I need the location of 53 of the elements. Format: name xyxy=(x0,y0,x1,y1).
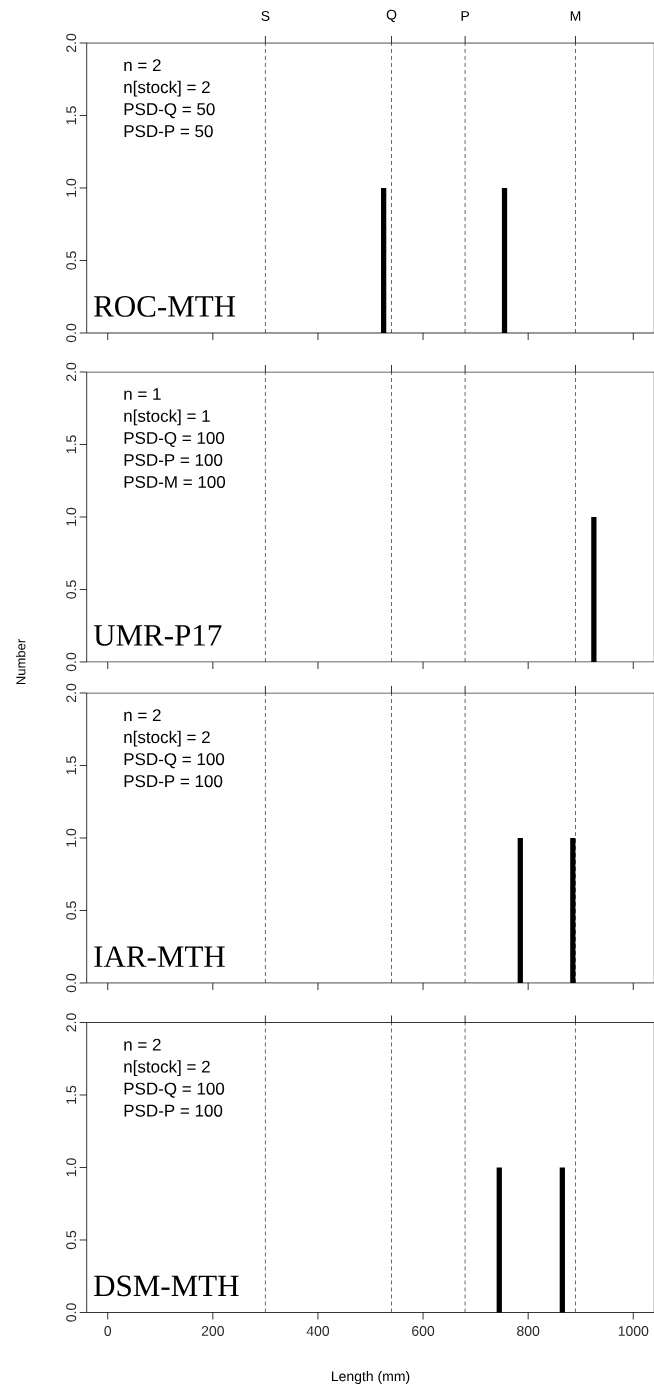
text: ROC-MTH xyxy=(94,296,236,317)
annotation: n = 2 xyxy=(124,1038,161,1051)
x-tick-label: 800 xyxy=(517,1326,540,1336)
y-tick-label: 1.0 xyxy=(66,178,77,197)
y-tick-label: 0.0 xyxy=(66,973,77,993)
y-tick-label: 1.5 xyxy=(66,1085,77,1104)
annotation: n[stock] = 2 xyxy=(124,1060,210,1077)
y-tick-label: 1.5 xyxy=(66,106,77,125)
annotation: PSD-Q = 100 xyxy=(124,1082,225,1098)
text: DSM-MTH xyxy=(94,1275,239,1297)
ref-line-label: Q xyxy=(386,9,397,23)
annotation: PSD-Q = 50 xyxy=(124,103,215,119)
y-tick-label: 0.5 xyxy=(66,901,77,920)
y-tick-label: 0.0 xyxy=(66,1303,77,1322)
x-tick-label: 600 xyxy=(412,1326,435,1336)
y-tick-label: 1.5 xyxy=(66,756,77,775)
annotation: PSD-P = 100 xyxy=(124,1104,223,1117)
annotation: n = 2 xyxy=(124,709,161,722)
x-axis-title: Length (mm) xyxy=(331,1370,410,1385)
annotation: PSD-Q = 100 xyxy=(124,431,225,448)
text: UMR-P17 xyxy=(93,625,222,646)
y-tick-label: 1.0 xyxy=(66,828,77,847)
y-tick-label: 0.5 xyxy=(66,580,77,599)
annotation: PSD-P = 100 xyxy=(124,775,223,788)
annotation: n[stock] = 1 xyxy=(124,409,210,426)
y-tick-label: 0.5 xyxy=(66,1230,77,1250)
annotation: PSD-P = 100 xyxy=(124,453,223,467)
ref-line-label: M xyxy=(570,11,581,21)
x-tick-label: 0 xyxy=(104,1326,112,1336)
ref-line-label: S xyxy=(261,11,270,21)
y-tick-label: 2.0 xyxy=(66,1013,77,1032)
annotation: n = 2 xyxy=(124,59,161,71)
y-tick-label: 1.0 xyxy=(66,1158,77,1177)
y-tick-label: 0.0 xyxy=(66,652,77,672)
annotation: n[stock] = 2 xyxy=(124,80,210,97)
x-tick-label: 400 xyxy=(306,1326,330,1336)
annotation: PSD-M = 100 xyxy=(124,475,226,489)
y-tick-label: 0.5 xyxy=(66,251,77,270)
y-tick-label: 2.0 xyxy=(66,362,77,382)
y-tick-label: 2.0 xyxy=(66,33,77,53)
y-tick-label: 1.0 xyxy=(66,507,77,526)
annotation: n[stock] = 2 xyxy=(124,730,210,747)
y-axis-title: Number xyxy=(15,639,26,685)
text: IAR-MTH xyxy=(94,946,225,967)
x-tick-label: 1000 xyxy=(618,1326,649,1336)
annotation: PSD-P = 50 xyxy=(124,125,213,138)
annotation: PSD-Q = 100 xyxy=(124,753,225,769)
y-tick-label: 0.0 xyxy=(66,323,77,343)
x-tick-label: 200 xyxy=(201,1326,224,1336)
ref-line-label: P xyxy=(461,11,470,21)
annotation: n = 1 xyxy=(124,388,161,400)
y-tick-label: 1.5 xyxy=(66,435,77,454)
y-tick-label: 2.0 xyxy=(66,683,77,703)
